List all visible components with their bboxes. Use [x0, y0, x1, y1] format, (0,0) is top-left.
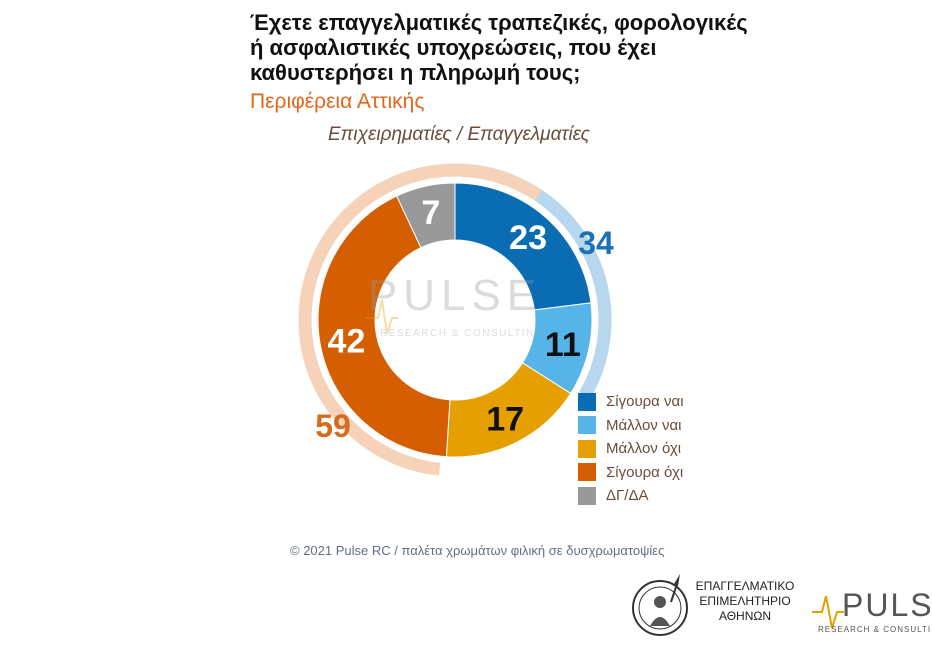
slice-value-label-5: 7 — [421, 194, 440, 232]
outer-group-arc-2 — [298, 163, 542, 476]
legend-swatch-4 — [578, 463, 596, 482]
legend: Σίγουρα ναι Μάλλον ναι Μάλλον όχι Σίγουρα ό… — [578, 390, 684, 508]
legend-item-5: ΔΓ/ΔΑ — [578, 484, 684, 508]
legend-item-4: Σίγουρα όχι — [578, 461, 684, 485]
chamber-line-2: ΕΠΙΜΕΛΗΤΗΡΙΟ — [699, 594, 791, 608]
pulse-logo-tag: RESEARCH & CONSULTING — [818, 625, 930, 634]
slice-value-label-3: 17 — [486, 400, 524, 438]
legend-swatch-5 — [578, 486, 596, 505]
outer-group-label-1: 34 — [578, 225, 614, 261]
legend-item-2: Μάλλον ναι — [578, 414, 684, 438]
legend-label-4: Σίγουρα όχι — [606, 463, 684, 481]
legend-swatch-2 — [578, 416, 596, 435]
footer-credit: © 2021 Pulse RC / παλέτα χρωμάτων φιλική… — [290, 543, 665, 558]
legend-item-1: Σίγουρα ναι — [578, 390, 684, 414]
chart-subtitle: Περιφέρεια Αττικής — [250, 90, 425, 113]
donut-slice-4 — [317, 195, 451, 458]
chamber-name: ΕΠΑΓΓΕΛΜΑΤΙΚΟ ΕΠΙΜΕΛΗΤΗΡΙΟ ΑΘΗΝΩΝ — [690, 579, 800, 624]
watermark-tag: RESEARCH & CONSULTING — [380, 328, 544, 339]
watermark-brand: PULSE — [368, 271, 542, 320]
legend-label-2: Μάλλον ναι — [606, 416, 682, 434]
title-line-3: καθυστερήσει η πληρωμή τους; — [250, 60, 581, 85]
legend-label-3: Μάλλον όχι — [606, 440, 682, 458]
title-line-1: Έχετε επαγγελματικές τραπεζικές, φορολογ… — [250, 10, 748, 35]
chamber-emblem-icon — [632, 574, 688, 636]
pulse-logo: PULSE RESEARCH & CONSULTING — [812, 587, 930, 634]
chart-title: Έχετε επαγγελματικές τραπεζικές, φορολογ… — [250, 10, 770, 85]
legend-item-3: Μάλλον όχι — [578, 437, 684, 461]
donut-slice-1 — [454, 182, 592, 311]
slice-value-label-4: 42 — [328, 323, 366, 361]
title-line-2: ή ασφαλιστικές υποχρεώσεις, που έχει — [250, 35, 657, 60]
chamber-line-3: ΑΘΗΝΩΝ — [718, 609, 772, 623]
donut-slices-group — [317, 182, 593, 458]
value-labels-group: 23 11 17 42 7 — [328, 194, 581, 438]
pulse-line-icon — [812, 595, 844, 629]
logos: ΕΠΑΓΓΕΛΜΑΤΙΚΟ ΕΠΙΜΕΛΗΤΗΡΙΟ ΑΘΗΝΩΝ PULSE … — [630, 570, 930, 640]
legend-label-1: Σίγουρα ναι — [606, 393, 684, 411]
slice-value-label-1: 23 — [509, 219, 547, 257]
slice-value-label-2: 11 — [545, 326, 581, 364]
legend-swatch-1 — [578, 392, 596, 411]
legend-swatch-3 — [578, 439, 596, 458]
outer-labels-group: 34 59 — [315, 225, 614, 444]
outer-group-label-2: 59 — [315, 408, 351, 444]
watermark-pulse-line — [365, 299, 398, 335]
outer-ring-group — [298, 163, 612, 476]
watermark: PULSE RESEARCH & CONSULTING — [365, 271, 544, 339]
legend-label-5: ΔΓ/ΔΑ — [606, 487, 649, 505]
chamber-line-1: ΕΠΑΓΓΕΛΜΑΤΙΚΟ — [695, 579, 795, 593]
pulse-logo-brand: PULSE — [842, 587, 930, 623]
donut-slice-5 — [396, 182, 456, 249]
segment-label: Επιχειρηματίες / Επαγγελματίες — [328, 124, 590, 145]
